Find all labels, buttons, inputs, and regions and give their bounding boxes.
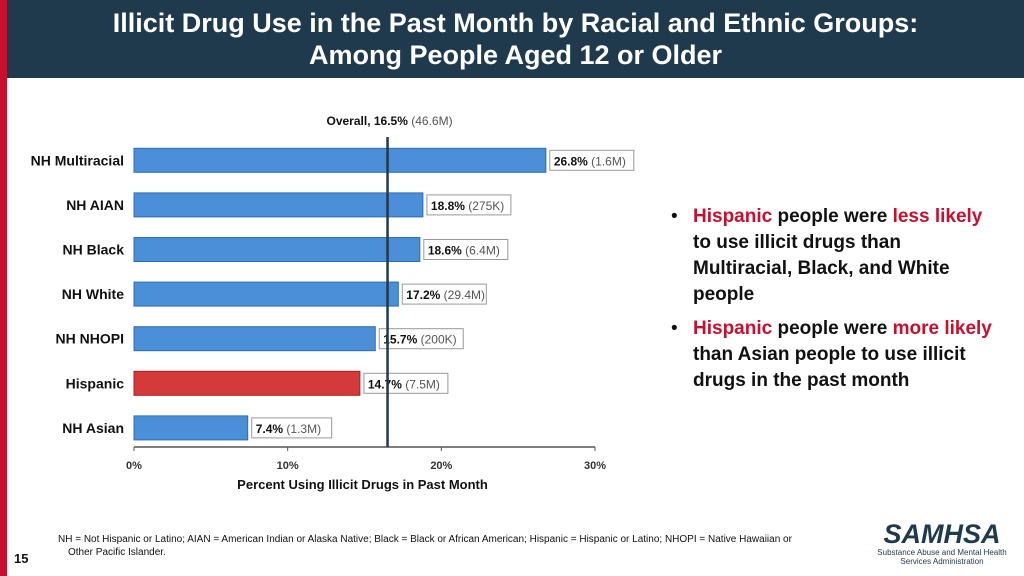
bar [133, 192, 424, 218]
data-label-count: (7.5M) [402, 377, 440, 391]
bullet-text: Hispanic people were less likely to use … [693, 204, 1001, 308]
bullet-marker: • [671, 206, 678, 227]
bar-highlight [133, 370, 361, 396]
data-label-count: (200K) [417, 333, 456, 347]
bullet-segment: people were [772, 318, 893, 339]
data-label: 14.7% (7.5M) [368, 377, 440, 391]
bullet-segment: people were [772, 206, 893, 227]
data-label-count: (29.4M) [440, 288, 485, 302]
category-label: Hispanic [66, 375, 125, 391]
data-label: 17.2% (29.4M) [406, 288, 485, 302]
slide-header: Illicit Drug Use in the Past Month by Ra… [0, 0, 1024, 78]
data-label-percent: 26.8% [554, 154, 588, 168]
category-label: NH Asian [62, 420, 124, 436]
data-label-box [549, 149, 635, 171]
overall-label-count: (46.6M) [408, 114, 453, 128]
data-label: 7.4% (1.3M) [256, 422, 321, 436]
footnote: NH = Not Hispanic or Latino; AIAN = Amer… [58, 533, 858, 559]
data-label: 18.6% (6.4M) [428, 244, 500, 258]
category-label: NH Black [63, 242, 125, 258]
bullet-item-1: • Hispanic people were less likely to use… [671, 204, 1001, 308]
page-number: 15 [14, 551, 29, 566]
data-label-count: (275K) [465, 199, 504, 213]
bullet-emphasis: Hispanic [693, 206, 773, 227]
data-label-percent: 18.6% [428, 244, 462, 258]
bar [133, 147, 547, 173]
slide-title-line-2: Among People Aged 12 or Older [308, 40, 723, 70]
data-label-box [363, 372, 449, 394]
x-tick-label: 20% [430, 460, 452, 472]
logo-subtitle-line-1: Substance Abuse and Mental Health [877, 548, 1007, 557]
data-label: 18.8% (275K) [431, 199, 504, 213]
x-tick-label: 0% [126, 460, 142, 472]
category-label: NH Multiracial [31, 152, 124, 168]
category-label: NH White [62, 286, 124, 302]
data-label-box [426, 194, 512, 216]
category-label: NH NHOPI [56, 331, 124, 347]
bar-chart: 0% 10% 20% 30% Percent Using Illicit Drugs i… [31, 114, 635, 492]
bullet-marker: • [671, 318, 678, 339]
bar [133, 237, 421, 262]
footnote-line-2: Other Pacific Islander. [68, 547, 166, 558]
overall-label-percent: Overall, 16.5% [327, 114, 409, 128]
bullet-emphasis: more likely [892, 318, 992, 339]
data-label-count: (1.3M) [283, 422, 321, 436]
data-label-percent: 18.8% [431, 199, 465, 213]
data-label: 15.7% (200K) [383, 333, 456, 347]
footnote-line-1: NH = Not Hispanic or Latino; AIAN = Amer… [58, 534, 792, 545]
logo-wordmark: SAMHSA [883, 519, 1001, 549]
data-label-count: (1.6M) [588, 154, 626, 168]
data-label-percent: 17.2% [406, 288, 440, 302]
data-label: 26.8% (1.6M) [554, 154, 626, 168]
data-label-percent: 7.4% [256, 422, 284, 436]
bullet-list: • Hispanic people were less likely to use… [671, 204, 1001, 402]
slide-title-line-1: Illicit Drug Use in the Past Month by Ra… [112, 8, 919, 38]
data-label-box [251, 417, 333, 439]
bullet-segment: to use illicit drugs than Multiracial, B… [693, 232, 950, 305]
x-tick-label: 30% [584, 460, 606, 472]
bullet-item-2: • Hispanic people were more likely than A… [671, 316, 1001, 394]
data-label-count: (6.4M) [462, 244, 500, 258]
bullet-emphasis: Hispanic [693, 318, 773, 339]
logo-subtitle-line-2: Services Administration [900, 557, 984, 566]
data-label-percent: 15.7% [383, 333, 417, 347]
data-label-box [401, 283, 487, 305]
bullet-text: Hispanic people were more likely than As… [693, 316, 1001, 394]
bullet-segment: than Asian people to use illicit drugs i… [693, 344, 966, 391]
data-label-box [423, 239, 509, 260]
bar [133, 326, 376, 352]
samhsa-logo: SAMHSA Substance Abuse and Mental Health… [872, 520, 1012, 566]
data-label-percent: 14.7% [368, 377, 402, 391]
x-tick-label: 10% [277, 460, 299, 472]
x-axis-title: Percent Using Illicit Drugs in Past Mont… [237, 477, 488, 492]
data-label-box [378, 328, 464, 350]
overall-reference-label: Overall, 16.5% (46.6M) [327, 114, 453, 128]
left-accent-rule [0, 78, 7, 576]
category-label: NH AIAN [66, 197, 124, 213]
bar [133, 281, 399, 307]
bar [133, 415, 249, 441]
bullet-emphasis: less likely [892, 206, 983, 227]
